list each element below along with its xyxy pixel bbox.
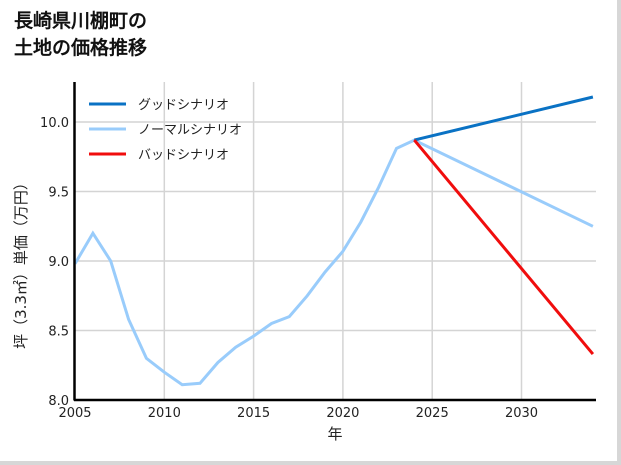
legend-label-good: グッドシナリオ <box>138 98 229 113</box>
legend: グッドシナリオ ノーマルシナリオ バッドシナリオ <box>89 98 242 163</box>
legend-label-bad: バッドシナリオ <box>138 148 229 163</box>
y-tick-label: 10.0 <box>40 116 69 131</box>
x-axis-label: 年 <box>327 425 342 443</box>
y-tick-label: 8.0 <box>48 394 69 409</box>
chart-title: 長崎県川棚町の 土地の価格推移 <box>14 8 147 62</box>
x-tick-label: 2005 <box>58 406 91 421</box>
legend-label-normal: ノーマルシナリオ <box>138 123 242 138</box>
y-tick-label: 9.5 <box>48 186 69 201</box>
axes <box>73 82 596 402</box>
y-tick-label: 8.5 <box>48 325 69 340</box>
series-lines <box>73 95 595 387</box>
tick-labels: 2005 2010 2015 2020 2025 2030 8.0 8.5 9.0 9.5 10.0 <box>40 116 538 421</box>
y-axis-label: 坪（3.3㎡）単価（万円） <box>12 175 30 349</box>
series-line-1 <box>73 138 594 387</box>
y-tick-label: 9.0 <box>48 255 69 270</box>
x-tick-label: 2010 <box>148 406 181 421</box>
series-line-0 <box>413 95 594 142</box>
series-line-2 <box>413 139 595 356</box>
x-tick-label: 2030 <box>505 406 538 421</box>
x-tick-label: 2025 <box>416 406 449 421</box>
x-tick-label: 2020 <box>326 406 359 421</box>
title-line-2: 土地の価格推移 <box>14 37 148 59</box>
title-line-1: 長崎県川棚町の <box>14 10 148 32</box>
x-tick-label: 2015 <box>237 406 270 421</box>
